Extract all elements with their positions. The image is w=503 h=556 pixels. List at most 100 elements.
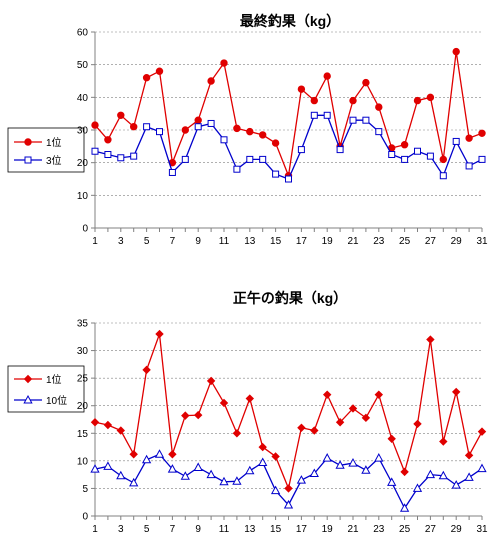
- y-tick-label: 15: [77, 429, 89, 440]
- data-point: [452, 137, 460, 145]
- x-tick-label: 15: [270, 236, 282, 247]
- legend-label: 1位: [46, 136, 62, 149]
- series-2: [90, 449, 487, 512]
- data-point: [232, 429, 242, 438]
- data-point: [90, 464, 100, 473]
- data-point: [451, 387, 461, 397]
- data-point: [206, 469, 216, 479]
- data-point: [141, 454, 152, 464]
- data-point: [167, 464, 178, 473]
- data-point: [91, 121, 99, 129]
- data-point: [91, 147, 99, 155]
- data-point: [348, 458, 358, 467]
- data-point: [194, 123, 202, 131]
- data-point: [116, 426, 126, 435]
- chart-title: 最終釣果（kg）: [240, 13, 340, 29]
- data-point: [207, 119, 215, 127]
- data-point: [220, 136, 228, 144]
- legend-marker: [24, 156, 32, 164]
- legend-entry: 3位: [14, 154, 62, 167]
- x-tick-label: 11: [219, 524, 230, 535]
- x-tick-label: 29: [451, 236, 463, 247]
- data-point: [438, 470, 448, 480]
- x-tick-label: 11: [219, 236, 230, 247]
- data-point: [414, 147, 421, 155]
- data-point: [219, 398, 229, 408]
- data-point: [220, 59, 228, 67]
- data-point: [285, 175, 292, 183]
- data-point: [439, 172, 447, 180]
- legend-marker: [24, 138, 32, 146]
- series-line: [94, 333, 483, 491]
- data-point: [193, 462, 203, 471]
- data-point: [400, 141, 409, 149]
- data-point: [413, 96, 422, 105]
- data-point: [478, 155, 486, 163]
- data-point: [181, 411, 190, 420]
- y-tick-label: 10: [77, 456, 89, 467]
- x-tick-label: 15: [270, 524, 282, 535]
- data-point: [233, 165, 241, 173]
- data-point: [219, 476, 229, 486]
- data-point: [233, 124, 241, 133]
- legend-entry: 10位: [14, 394, 67, 407]
- data-point: [426, 335, 435, 344]
- data-point: [194, 116, 202, 124]
- x-tick-label: 31: [476, 524, 488, 535]
- data-point: [310, 96, 318, 105]
- y-tick-label: 25: [77, 374, 89, 385]
- y-tick-label: 50: [77, 60, 89, 71]
- data-point: [154, 449, 165, 458]
- x-tick-label: 1: [92, 236, 98, 247]
- data-point: [335, 460, 345, 469]
- data-point: [245, 465, 255, 475]
- x-tick-label: 21: [347, 524, 359, 535]
- data-point: [193, 410, 203, 420]
- data-point: [464, 451, 474, 460]
- series-line: [94, 51, 483, 179]
- x-tick-label: 3: [118, 524, 124, 535]
- x-tick-label: 3: [118, 236, 124, 247]
- x-tick-label: 13: [244, 524, 256, 535]
- data-point: [374, 453, 384, 462]
- y-tick-label: 0: [82, 224, 88, 235]
- data-point: [362, 116, 370, 124]
- x-tick-label: 19: [322, 236, 334, 247]
- x-tick-label: 27: [425, 524, 437, 535]
- data-point: [361, 465, 371, 474]
- data-point: [181, 126, 190, 134]
- data-point: [168, 168, 176, 176]
- data-point: [349, 96, 357, 105]
- data-point: [155, 329, 164, 339]
- y-tick-label: 20: [77, 401, 89, 412]
- x-tick-label: 17: [296, 524, 308, 535]
- data-point: [439, 437, 448, 446]
- data-point: [413, 419, 422, 429]
- x-tick-label: 23: [373, 524, 385, 535]
- x-tick-label: 19: [322, 524, 334, 535]
- data-point: [387, 477, 397, 486]
- data-point: [336, 146, 344, 154]
- data-point: [335, 418, 345, 427]
- y-tick-label: 60: [77, 28, 89, 39]
- data-point: [116, 470, 126, 480]
- x-tick-label: 1: [92, 524, 98, 535]
- x-tick-label: 7: [170, 236, 176, 247]
- data-point: [246, 127, 254, 136]
- data-point: [322, 390, 332, 399]
- data-point: [117, 111, 125, 120]
- chart-title: 正午の釣果（kg）: [233, 290, 347, 306]
- data-point: [375, 103, 383, 111]
- y-tick-label: 20: [77, 158, 89, 169]
- data-point: [142, 74, 151, 82]
- data-point: [270, 485, 281, 495]
- y-tick-label: 10: [77, 191, 89, 202]
- y-tick-label: 30: [77, 346, 89, 357]
- x-tick-label: 25: [399, 524, 411, 535]
- data-point: [130, 123, 138, 131]
- data-point: [232, 476, 242, 485]
- data-point: [284, 484, 293, 493]
